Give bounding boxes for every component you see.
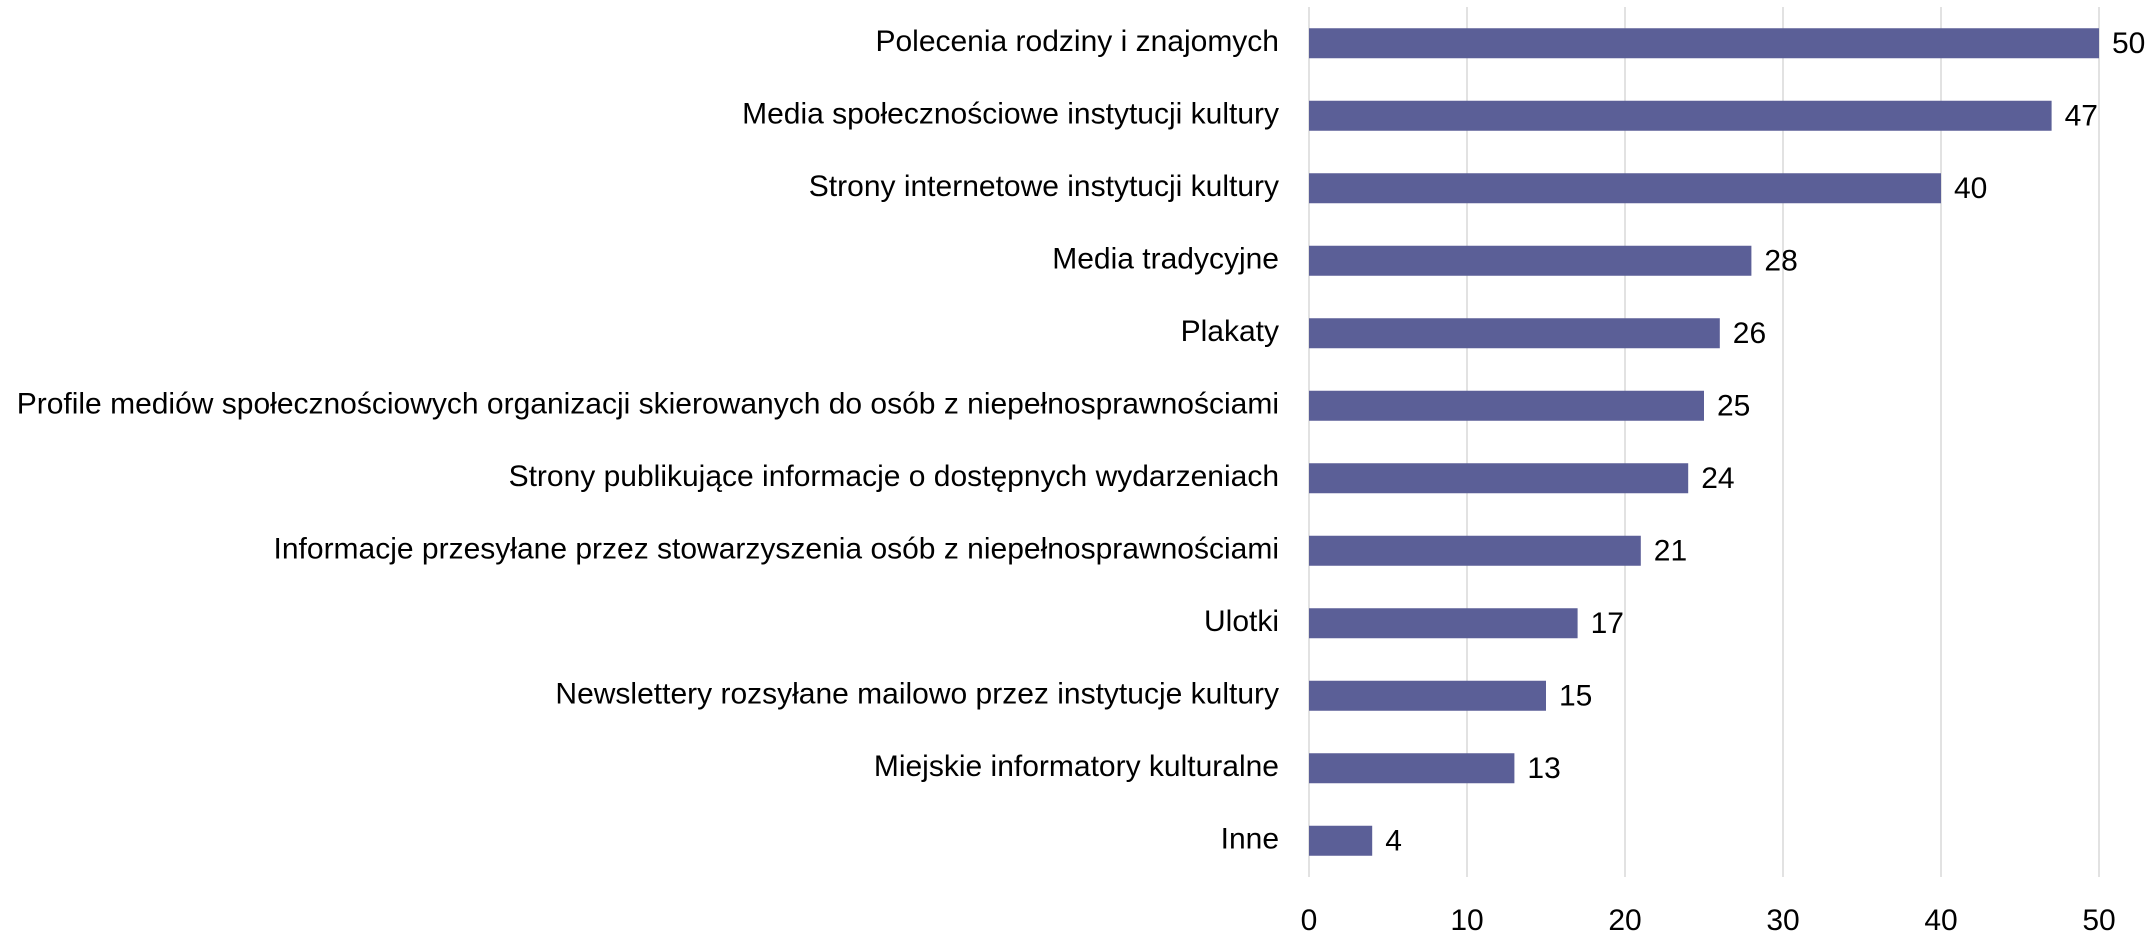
data-label: 50: [2112, 27, 2145, 60]
y-tick-label: Miejskie informatory kulturalne: [874, 750, 1279, 783]
x-tick-label: 40: [1924, 904, 1957, 934]
bar: [1309, 825, 1373, 856]
x-tick-label: 30: [1766, 904, 1799, 934]
bar: [1309, 608, 1578, 639]
bar: [1309, 535, 1641, 566]
bar: [1309, 390, 1704, 421]
x-tick-label: 20: [1608, 904, 1641, 934]
data-label: 21: [1654, 535, 1687, 568]
bar: [1309, 753, 1515, 784]
data-label: 4: [1385, 825, 1402, 858]
bar: [1309, 680, 1546, 711]
bar: [1309, 28, 2099, 59]
y-tick-label: Inne: [1221, 823, 1279, 856]
y-tick-label: Profile mediów społecznościowych organiz…: [17, 388, 1279, 421]
data-label: 13: [1527, 752, 1560, 785]
y-tick-label: Newslettery rozsyłane mailowo przez inst…: [555, 678, 1279, 711]
x-tick-label: 10: [1450, 904, 1483, 934]
bar: [1309, 463, 1689, 494]
data-label: 17: [1591, 607, 1624, 640]
x-tick-label: 0: [1301, 904, 1318, 934]
data-label: 40: [1954, 172, 1987, 205]
bar: [1309, 173, 1941, 204]
y-tick-label: Media społecznościowe instytucji kultury: [742, 98, 1279, 131]
y-tick-label: Plakaty: [1181, 315, 1279, 348]
bar: [1309, 318, 1720, 349]
data-label: 15: [1559, 680, 1592, 713]
data-label: 26: [1733, 317, 1766, 350]
data-label: 24: [1701, 462, 1734, 495]
y-tick-label: Polecenia rodziny i znajomych: [875, 25, 1279, 58]
x-tick-label: 50: [2082, 904, 2115, 934]
bar: [1309, 100, 2052, 131]
y-tick-label: Ulotki: [1204, 605, 1279, 638]
data-label: 25: [1717, 390, 1750, 423]
y-tick-label: Strony internetowe instytucji kultury: [809, 170, 1279, 203]
y-tick-label: Strony publikujące informacje o dostępny…: [509, 460, 1279, 493]
y-tick-label: Informacje przesyłane przez stowarzyszen…: [274, 533, 1279, 566]
y-tick-label: Media tradycyjne: [1052, 243, 1279, 276]
data-label: 28: [1764, 245, 1797, 278]
bar: [1309, 245, 1752, 276]
data-label: 47: [2065, 100, 2098, 133]
